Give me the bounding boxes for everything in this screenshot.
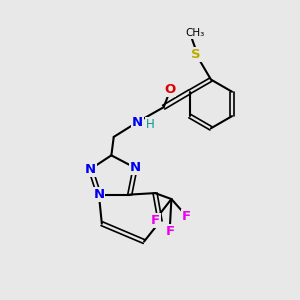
Text: N: N bbox=[93, 188, 104, 201]
Text: F: F bbox=[165, 225, 175, 238]
Text: O: O bbox=[164, 83, 175, 96]
Text: F: F bbox=[182, 210, 191, 224]
Text: H: H bbox=[146, 118, 155, 131]
Text: F: F bbox=[151, 214, 160, 227]
Text: N: N bbox=[132, 116, 143, 129]
Text: CH₃: CH₃ bbox=[185, 28, 204, 38]
Text: N: N bbox=[130, 161, 141, 174]
Text: N: N bbox=[85, 163, 96, 176]
Text: S: S bbox=[191, 48, 201, 61]
